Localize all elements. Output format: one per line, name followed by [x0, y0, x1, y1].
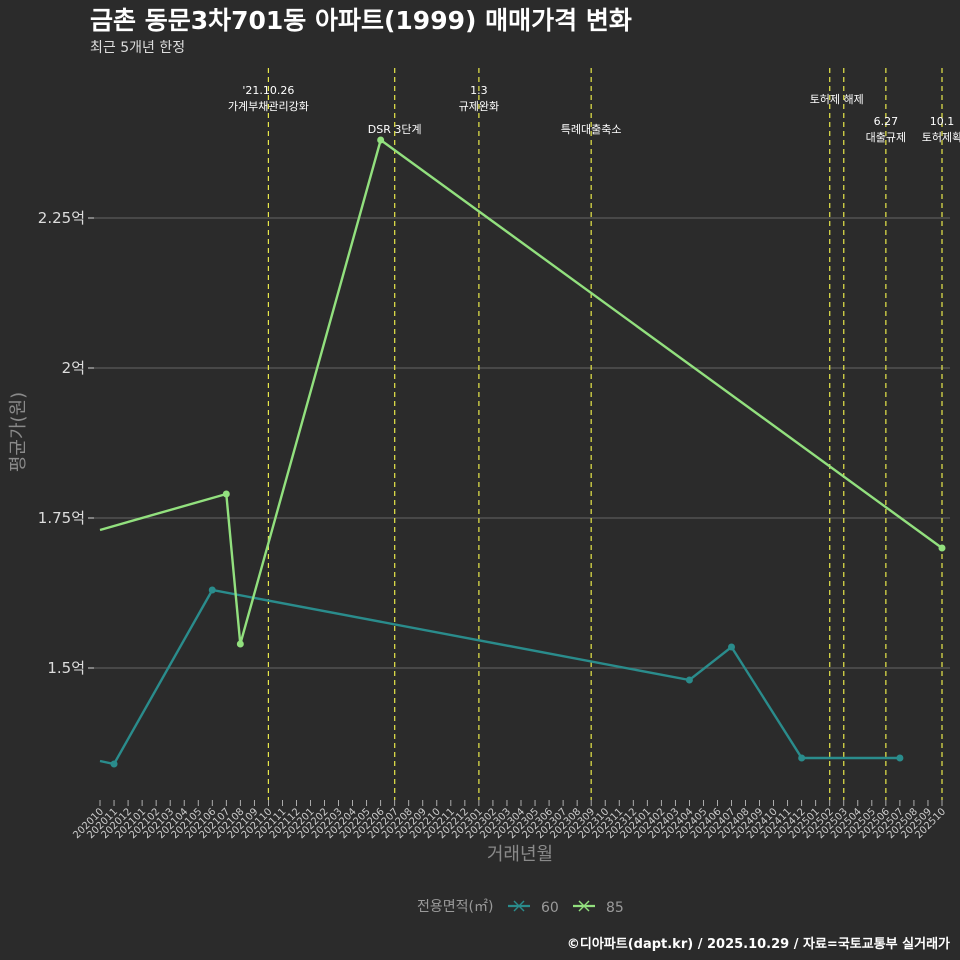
legend-title: 전용면적(㎡)	[417, 899, 493, 915]
policy-annotation: 대출규제	[866, 131, 906, 144]
data-point-85	[236, 640, 244, 648]
policy-annotation: 6.27	[874, 115, 899, 128]
y-tick-label: 2.25억	[38, 209, 85, 227]
x-axis: 2020102020112020122021012021022021032021…	[71, 800, 948, 841]
policy-annotation: 토허제 해제	[810, 92, 864, 106]
legend: 전용면적(㎡) 60 85	[417, 899, 624, 916]
policy-annotation: '21.10.26	[242, 84, 294, 97]
data-point-85	[938, 544, 946, 552]
policy-annotation: 1.3	[470, 84, 488, 97]
policy-annotation: 규제완화	[459, 100, 499, 113]
data-point-60	[685, 676, 693, 684]
legend-swatch-x	[513, 900, 525, 912]
policy-annotation: 가계부채관리강화	[228, 100, 309, 113]
legend-label: 60	[541, 900, 559, 916]
legend-swatch-x	[578, 900, 590, 912]
y-tick-label: 2억	[62, 359, 85, 377]
data-point-85	[377, 136, 385, 144]
data-point-60	[896, 754, 904, 762]
y-axis-label: 평균가(원)	[8, 392, 29, 472]
data-point-60	[208, 586, 216, 594]
y-tick-label: 1.75억	[38, 509, 85, 527]
grid	[88, 217, 950, 669]
data-point-85	[222, 490, 230, 498]
policy-annotation: 10.1	[930, 115, 955, 128]
y-tick-label: 1.5억	[47, 659, 85, 677]
policy-annotation: DSR 3단계	[368, 123, 422, 136]
data-point-60	[728, 643, 735, 651]
series-layer	[99, 136, 946, 768]
series-line-60	[99, 588, 900, 766]
x-axis-label: 거래년월	[487, 844, 553, 865]
data-point-60	[798, 754, 806, 762]
data-point-60	[110, 760, 118, 768]
legend-label: 85	[606, 900, 624, 916]
y-axis: 1.5억 1.75억 2억 2.25억	[38, 209, 94, 677]
series-line-85	[99, 138, 943, 645]
policy-annotation: 토허제확	[922, 131, 960, 144]
policy-annotation: 특례대출축소	[561, 123, 622, 136]
chart-title: 금촌 동문3차701동 아파트(1999) 매매가격 변화	[90, 6, 632, 35]
chart-subtitle: 최근 5개년 한정	[90, 40, 185, 56]
caption: ©디아파트(dapt.kr) / 2025.10.29 / 자료=국토교통부 실…	[567, 936, 950, 952]
